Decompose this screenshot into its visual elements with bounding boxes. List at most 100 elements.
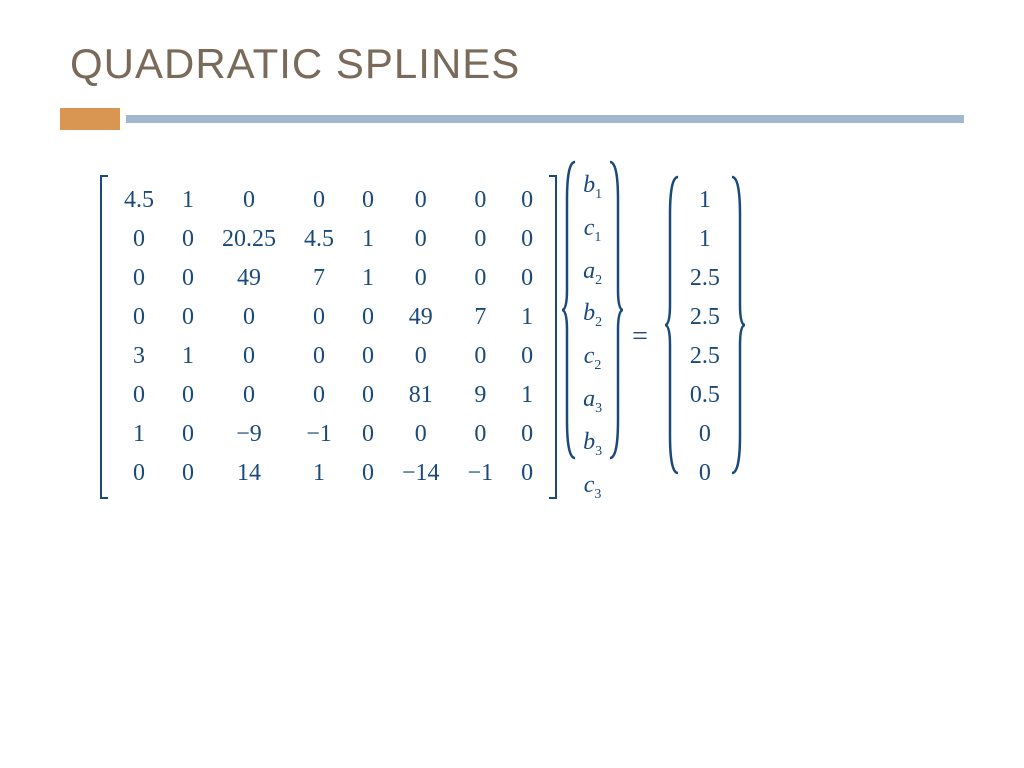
- matrix-cell: 0: [454, 415, 508, 454]
- vector-row: 0.5: [682, 376, 728, 415]
- matrix-cell: 0: [348, 298, 388, 337]
- matrix-cell: 14: [208, 454, 290, 493]
- matrix-cell: 0: [168, 415, 208, 454]
- matrix-cell: 1: [168, 181, 208, 220]
- matrix-cell: 7: [290, 259, 348, 298]
- left-brace-icon: [561, 160, 579, 460]
- matrix-cell: 0: [388, 181, 454, 220]
- unknown-variable: b2: [579, 294, 606, 337]
- matrix-cell: 0: [208, 181, 290, 220]
- unknown-variable: c3: [579, 466, 606, 509]
- unknown-variable: b1: [579, 166, 606, 209]
- matrix-cell: 0: [168, 376, 208, 415]
- matrix-cell: 0: [388, 415, 454, 454]
- matrix-cell: 7: [454, 298, 508, 337]
- matrix-cell: 1: [507, 298, 547, 337]
- matrix-cell: 9: [454, 376, 508, 415]
- matrix-cell: 0: [168, 454, 208, 493]
- vector-row: c2: [579, 337, 606, 380]
- matrix-cell: −1: [454, 454, 508, 493]
- left-bracket: [100, 175, 108, 499]
- matrix-cell: 0: [110, 454, 168, 493]
- rhs-value: 1: [682, 181, 728, 220]
- matrix-row: 0020.254.51000: [110, 220, 547, 259]
- matrix-cell: 0: [507, 337, 547, 376]
- matrix-cell: 0: [208, 337, 290, 376]
- matrix-cell: 0: [168, 298, 208, 337]
- matrix-cell: 0: [507, 220, 547, 259]
- rhs-value: 0.5: [682, 376, 728, 415]
- matrix-cell: 1: [348, 220, 388, 259]
- vector-row: 2.5: [682, 337, 728, 376]
- unknowns-vector: b1c1a2b2c2a3b3c3: [565, 160, 620, 514]
- matrix-cell: 3: [110, 337, 168, 376]
- matrix-cell: −1: [290, 415, 348, 454]
- page-title: QUADRATIC SPLINES: [70, 40, 964, 88]
- matrix-cell: −14: [388, 454, 454, 493]
- vector-row: c1: [579, 209, 606, 252]
- matrix-cell: 0: [388, 337, 454, 376]
- rhs-body: 112.52.52.50.500: [682, 181, 728, 493]
- equals-sign: =: [632, 321, 648, 353]
- matrix-cell: 0: [454, 259, 508, 298]
- matrix-cell: 0: [348, 337, 388, 376]
- matrix-cell: 1: [507, 376, 547, 415]
- rhs-value: 1: [682, 220, 728, 259]
- rhs-value: 0: [682, 415, 728, 454]
- matrix-cell: 0: [507, 181, 547, 220]
- matrix-cell: 0: [168, 259, 208, 298]
- matrix-cell: 49: [208, 259, 290, 298]
- matrix-cell: 0: [110, 298, 168, 337]
- matrix-cell: 0: [507, 415, 547, 454]
- slide: QUADRATIC SPLINES 4.510000000020.254.510…: [0, 0, 1024, 768]
- vector-row: b2: [579, 294, 606, 337]
- vector-row: a2: [579, 252, 606, 295]
- matrix-row: 31000000: [110, 337, 547, 376]
- unknown-variable: c1: [579, 209, 606, 252]
- matrix-cell: 0: [110, 220, 168, 259]
- matrix-row: 004971000: [110, 259, 547, 298]
- matrix-cell: 0: [290, 337, 348, 376]
- matrix-cell: 49: [388, 298, 454, 337]
- right-brace-icon: [606, 160, 624, 460]
- matrix-row: 10−9−10000: [110, 415, 547, 454]
- matrix-cell: 0: [290, 376, 348, 415]
- rhs-value: 2.5: [682, 337, 728, 376]
- coefficient-matrix: 4.510000000020.254.510000049710000000049…: [100, 175, 557, 499]
- matrix-cell: 1: [348, 259, 388, 298]
- vector-row: 1: [682, 220, 728, 259]
- matrix-cell: 0: [454, 220, 508, 259]
- matrix-cell: 20.25: [208, 220, 290, 259]
- vector-row: a3: [579, 380, 606, 423]
- rhs-value: 0: [682, 454, 728, 493]
- rhs-value: 2.5: [682, 298, 728, 337]
- vector-row: 0: [682, 415, 728, 454]
- matrix-cell: 4.5: [290, 220, 348, 259]
- matrix-cell: 1: [110, 415, 168, 454]
- left-brace-icon: [664, 175, 682, 475]
- matrix-body: 4.510000000020.254.510000049710000000049…: [110, 181, 547, 493]
- vector-row: c3: [579, 466, 606, 509]
- matrix-cell: 1: [290, 454, 348, 493]
- unknowns-body: b1c1a2b2c2a3b3c3: [579, 166, 606, 508]
- matrix-row: 000004971: [110, 298, 547, 337]
- right-brace-icon: [728, 175, 746, 475]
- matrix-row: 4.51000000: [110, 181, 547, 220]
- matrix-cell: 0: [168, 220, 208, 259]
- matrix-cell: 81: [388, 376, 454, 415]
- unknown-variable: c2: [579, 337, 606, 380]
- vector-row: 0: [682, 454, 728, 493]
- matrix-cell: 0: [290, 298, 348, 337]
- rhs-vector: 112.52.52.50.500: [668, 175, 742, 499]
- matrix-cell: 0: [507, 259, 547, 298]
- unknown-variable: b3: [579, 423, 606, 466]
- matrix-equation: 4.510000000020.254.510000049710000000049…: [100, 160, 964, 514]
- matrix-cell: 0: [348, 454, 388, 493]
- matrix-row: 001410−14−10: [110, 454, 547, 493]
- matrix-cell: 0: [348, 181, 388, 220]
- right-bracket: [549, 175, 557, 499]
- vector-row: 2.5: [682, 298, 728, 337]
- blue-accent: [126, 115, 964, 123]
- matrix-cell: 0: [507, 454, 547, 493]
- vector-row: b3: [579, 423, 606, 466]
